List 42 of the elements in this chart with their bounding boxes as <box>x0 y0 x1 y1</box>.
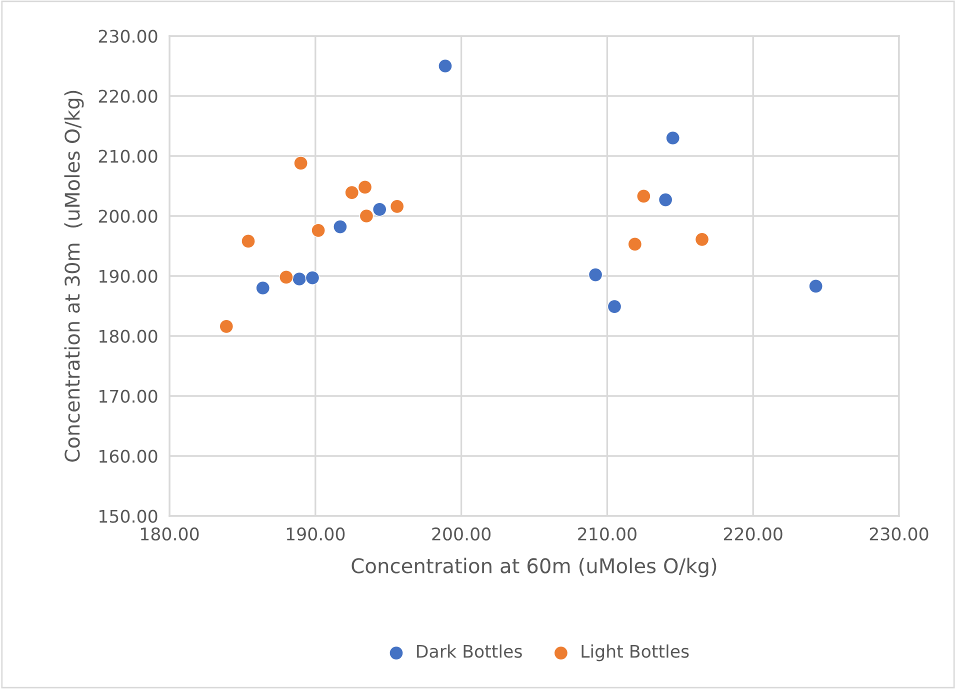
y-tick-label: 180.00 <box>100 330 158 343</box>
point <box>628 237 642 252</box>
point <box>372 202 387 217</box>
x-tick-label: 180.00 <box>141 527 199 541</box>
point <box>808 279 823 294</box>
point <box>256 280 270 296</box>
point <box>438 58 452 74</box>
y-axis-title: Concentration at 30m (uMoles O/kg) <box>64 90 84 462</box>
point <box>658 192 673 207</box>
x-tick-label: 220.00 <box>724 527 782 541</box>
point <box>666 130 680 146</box>
x-tick-label: 200.00 <box>432 527 491 541</box>
point <box>311 223 326 238</box>
y-tick-label: 220.00 <box>98 90 158 103</box>
point <box>292 272 306 286</box>
point <box>636 189 651 204</box>
point <box>279 270 294 284</box>
point <box>390 199 404 214</box>
legend-label: Light Bottles <box>582 644 689 662</box>
point <box>333 220 348 234</box>
point <box>305 270 320 285</box>
legend-label: Dark Bottles <box>417 644 522 658</box>
point <box>241 234 256 248</box>
point <box>358 180 372 194</box>
x-axis-title: Concentration at 60m (uMoles O/kg) <box>352 558 716 578</box>
y-tick-label: 200.00 <box>98 210 158 223</box>
point <box>344 185 359 200</box>
point <box>588 268 603 282</box>
point <box>294 156 308 170</box>
x-tick-label: 190.00 <box>286 527 345 541</box>
y-tick-label: 190.00 <box>100 270 158 283</box>
y-tick-label: 160.00 <box>100 450 158 463</box>
y-tick-label: 150.00 <box>100 510 158 523</box>
point <box>607 299 622 314</box>
point <box>219 319 234 334</box>
point <box>694 232 710 247</box>
y-tick-label: 170.00 <box>100 390 158 403</box>
y-tick-label: 210.00 <box>98 150 158 163</box>
x-tick-label: 230.00 <box>870 527 928 541</box>
point <box>359 208 374 224</box>
y-tick-label: 230.00 <box>98 30 158 43</box>
x-tick-label: 210.00 <box>578 527 636 541</box>
